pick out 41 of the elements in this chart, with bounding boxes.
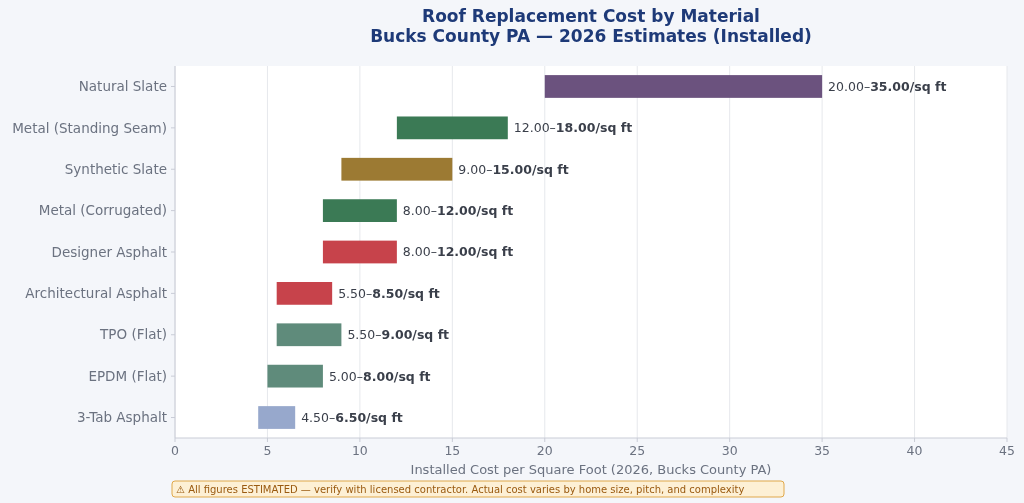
y-tick-label: Metal (Corrugated) — [38, 202, 167, 219]
data-label: 9.00–15.00/sq ft — [458, 161, 569, 177]
chart-title: Roof Replacement Cost by Material — [422, 6, 760, 26]
x-tick-label: 45 — [999, 443, 1015, 458]
data-label: 5.00–8.00/sq ft — [328, 368, 431, 384]
x-axis-title: Installed Cost per Square Foot (2026, Bucks County PA) — [410, 462, 772, 477]
data-label: 5.50–8.50/sq ft — [338, 285, 440, 301]
bar — [341, 157, 453, 181]
bar — [322, 199, 397, 222]
chart-subtitle: Bucks County PA — 2026 Estimates (Installed) — [370, 26, 812, 46]
bar — [396, 116, 508, 140]
data-label: 8.00–12.00/sq ft — [402, 203, 514, 218]
bar — [276, 282, 333, 305]
y-tick-label: Architectural Asphalt — [25, 285, 167, 302]
text: ⚠ All figures ESTIMATED — verify with licensed contractor. Actual cost varies by home size, pitch, and complexity — [176, 484, 745, 495]
y-tick-label: 3-Tab Asphalt — [76, 409, 167, 426]
y-tick-label: Synthetic Slate — [64, 160, 167, 177]
bar — [322, 240, 397, 264]
x-tick-label: 25 — [629, 443, 646, 458]
x-tick-label: 0 — [171, 443, 180, 458]
y-tick-label: TPO (Flat) — [99, 326, 167, 343]
data-label: 5.50–9.00/sq ft — [347, 327, 450, 343]
data-label: 4.50–6.50/sq ft — [301, 409, 403, 425]
bar — [544, 75, 823, 98]
x-tick-label: 40 — [906, 443, 923, 458]
x-tick-label: 20 — [536, 443, 553, 458]
x-tick-label: 10 — [351, 443, 368, 458]
x-tick-label: 30 — [721, 443, 738, 458]
x-tick-label: 35 — [814, 443, 831, 458]
bar — [276, 323, 342, 347]
x-tick-label: 15 — [444, 443, 461, 458]
y-tick-label: Natural Slate — [78, 78, 167, 95]
data-label: 12.00–18.00/sq ft — [513, 120, 633, 136]
data-label: 8.00–12.00/sq ft — [402, 244, 514, 260]
y-tick-label: Designer Asphalt — [51, 243, 167, 260]
x-tick-label: 5 — [263, 443, 272, 458]
y-tick-label: EPDM (Flat) — [88, 367, 167, 384]
bar — [258, 406, 296, 429]
bar — [267, 364, 323, 388]
data-label: 20.00–35.00/sq ft — [828, 78, 947, 94]
y-tick-label: Metal (Standing Seam) — [12, 119, 167, 136]
